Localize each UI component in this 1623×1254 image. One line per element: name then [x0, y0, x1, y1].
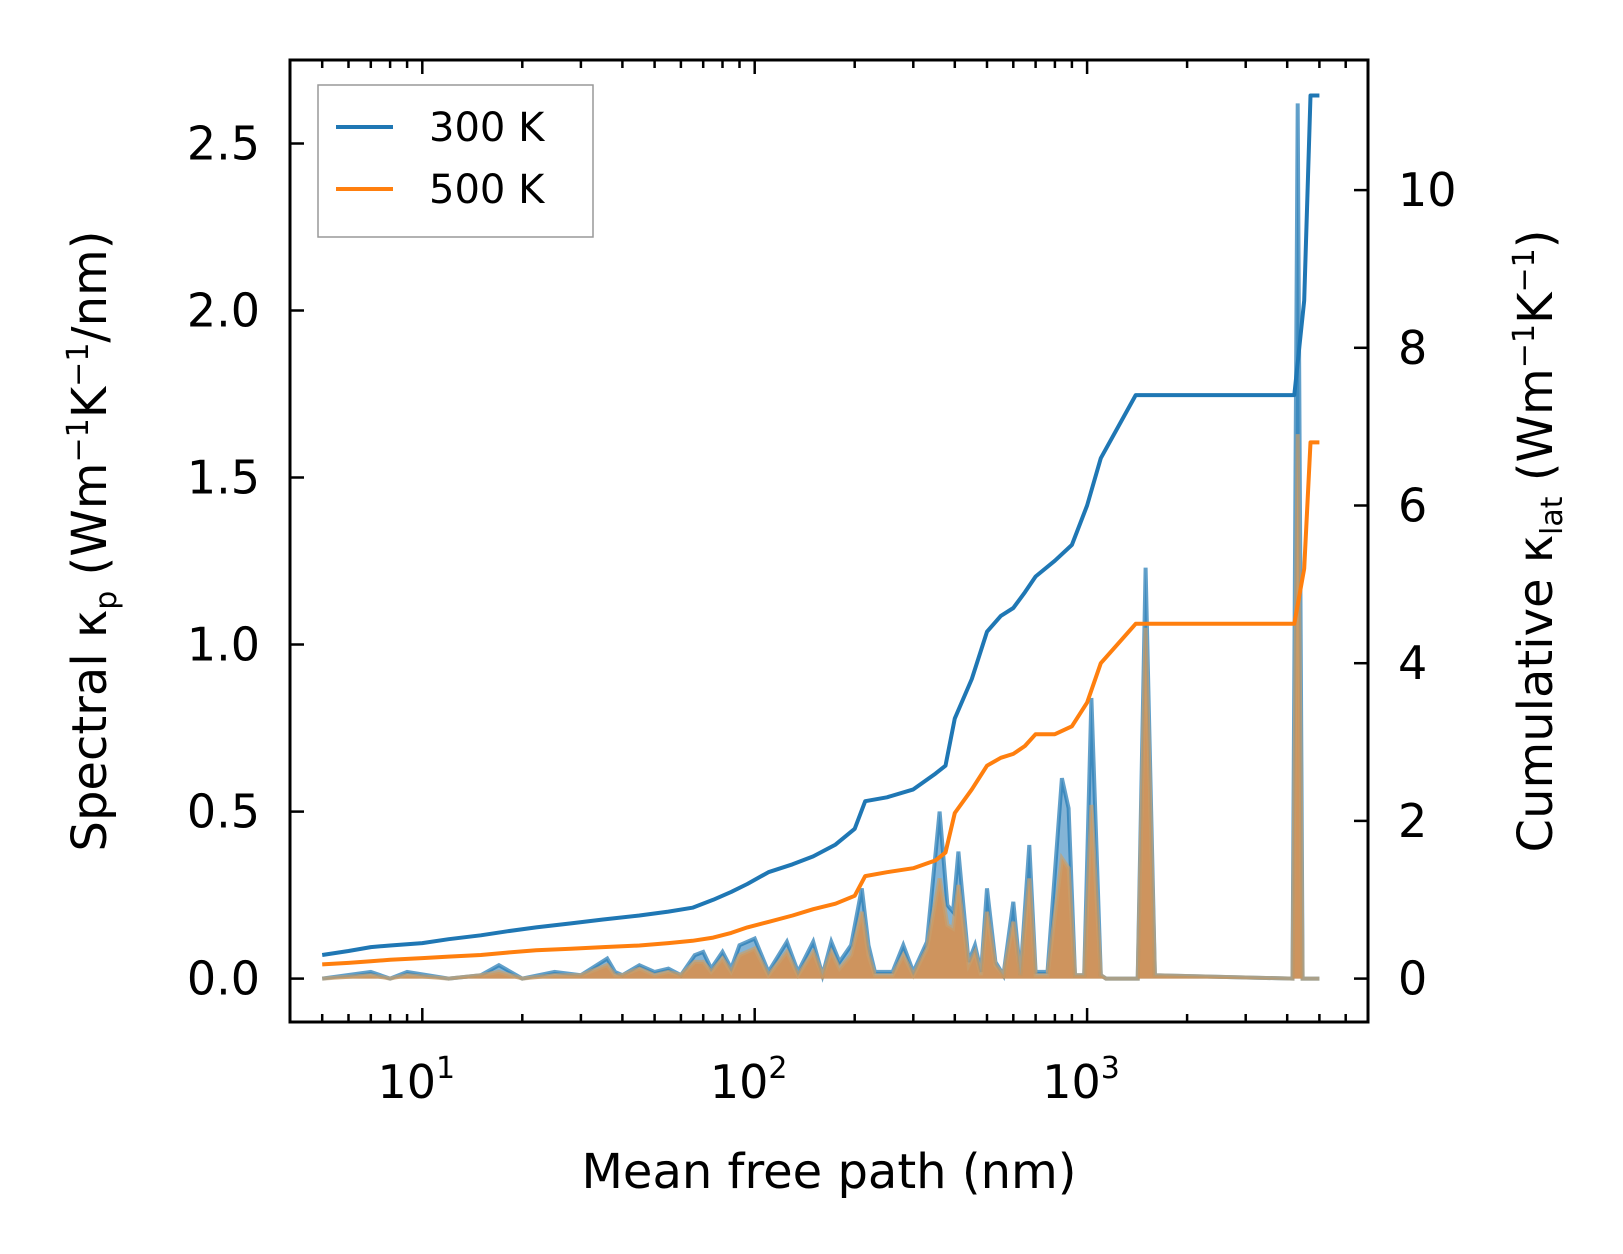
left-tick-label: 1.0 — [187, 618, 260, 672]
right-tick-labels: 0 2 4 6 8 10 — [1398, 163, 1457, 1006]
left-tick-label: 0.0 — [187, 952, 260, 1006]
legend-label-500k: 500 K — [429, 167, 546, 213]
right-tick-label: 6 — [1398, 479, 1427, 533]
plot-frame — [288, 58, 1370, 1024]
left-tick-labels: 0.0 0.5 1.0 1.5 2.0 2.5 — [187, 117, 260, 1006]
legend-label-300k: 300 K — [429, 105, 546, 151]
left-tick-label: 0.5 — [187, 785, 260, 839]
right-axis-title: Cumulative κlat (Wm−1K−1) — [1507, 230, 1570, 853]
legend-box — [317, 84, 594, 238]
x-axis-title: Mean free path (nm) — [582, 1144, 1077, 1200]
spectral-layer — [321, 103, 1320, 983]
cumulative-layer — [321, 93, 1320, 967]
right-tick-label: 2 — [1398, 794, 1427, 848]
left-tick-label: 1.5 — [187, 451, 260, 505]
x-tick-label: 101 — [377, 1051, 455, 1109]
x-tick-label: 102 — [710, 1051, 788, 1109]
legend: 300 K 500 K — [317, 84, 594, 238]
cumulative-line-500k — [322, 440, 1320, 967]
left-tick-label: 2.5 — [187, 117, 260, 171]
left-tick-label: 2.0 — [187, 284, 260, 338]
x-tick-labels: 101 102 103 — [377, 1051, 1119, 1109]
right-tick-label: 10 — [1398, 163, 1457, 217]
spectral-line-500k — [322, 434, 1320, 981]
cumulative-line-300k — [321, 93, 1320, 957]
right-tick-label: 0 — [1398, 952, 1427, 1006]
right-tick-label: 8 — [1398, 321, 1427, 375]
right-tick-label: 4 — [1398, 636, 1427, 690]
x-tick-label: 103 — [1042, 1051, 1120, 1109]
left-axis-title: Spectral κp (Wm−1K−1/nm) — [61, 231, 124, 852]
